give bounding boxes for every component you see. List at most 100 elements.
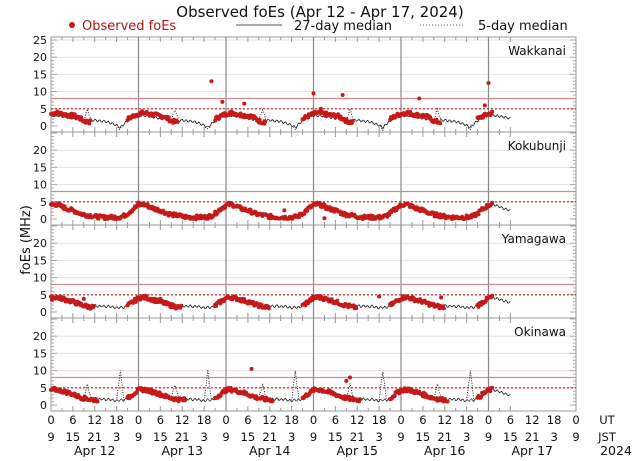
observed-point-outlier — [242, 101, 247, 106]
station-label: Wakkanai — [508, 44, 566, 58]
panel-wakkanai: 0 5 10 15 20 25 Wakkanai — [33, 34, 577, 133]
observed-point-outlier — [136, 200, 141, 205]
y-tick-label: 5 — [40, 289, 47, 302]
y-tick-label: 0 — [40, 306, 47, 319]
x-tick-label-jst: 3 — [288, 430, 295, 444]
observed-point — [91, 304, 96, 308]
date-label: Apr 17 — [511, 443, 553, 457]
observed-point — [490, 109, 495, 114]
x-tick-label-jst: 3 — [200, 430, 207, 444]
y-tick-label: 10 — [33, 272, 47, 285]
x-tick-label-ut: 0 — [397, 413, 404, 427]
x-tick-label-jst: 21 — [525, 430, 540, 444]
date-label: Apr 15 — [336, 443, 378, 457]
x-tick-label-jst: 21 — [262, 430, 277, 444]
y-tick-label: 20 — [33, 330, 47, 343]
legend-observed-marker — [69, 22, 75, 28]
x-tick-label-jst: 9 — [572, 430, 579, 444]
x-tick-label-jst: 9 — [485, 430, 492, 444]
x-tick-label-jst: 21 — [87, 430, 102, 444]
x-tick-label-jst: 15 — [416, 430, 431, 444]
observed-point-outlier — [249, 366, 254, 371]
x-tick-label-jst: 9 — [222, 430, 229, 444]
observed-point — [257, 117, 262, 122]
x-tick-label-ut: 6 — [507, 413, 514, 427]
observed-point-outlier — [347, 375, 352, 380]
x-tick-label-jst: 3 — [550, 430, 557, 444]
observed-point — [87, 121, 92, 126]
y-tick-label: 10 — [33, 86, 47, 99]
observed-point — [358, 397, 362, 402]
x-tick-label-jst: 3 — [463, 430, 470, 444]
x-tick-label-ut: 12 — [350, 413, 365, 427]
y-tick-label: 15 — [33, 347, 47, 360]
x-tick-label-ut: 6 — [157, 413, 164, 427]
observed-point — [270, 399, 275, 404]
date-label: Apr 12 — [74, 443, 116, 457]
observed-point — [88, 118, 93, 123]
y-tick-label: 0 — [40, 120, 47, 133]
date-label: Apr 16 — [424, 443, 466, 457]
observed-point — [179, 303, 184, 308]
observed-point — [476, 304, 481, 309]
observed-point — [306, 115, 310, 120]
observed-point-outlier — [81, 296, 86, 301]
year-label: 2024 — [600, 443, 632, 457]
observed-point — [134, 390, 139, 395]
observed-point — [322, 202, 327, 207]
x-tick-label-ut: 6 — [332, 413, 339, 427]
y-tick-label: 0 — [40, 213, 47, 226]
observed-point — [72, 391, 77, 396]
observed-point — [445, 399, 450, 404]
observed-point-outlier — [486, 81, 491, 85]
station-label: Okinawa — [514, 325, 566, 339]
x-tick-label-ut: 6 — [69, 413, 76, 427]
observed-point — [354, 306, 359, 311]
observed-point — [317, 200, 322, 205]
observed-point-outlier — [377, 294, 382, 299]
legend-27day-label: 27-day median — [294, 19, 392, 34]
observed-point-outlier — [417, 96, 422, 101]
x-tick-label-ut: 0 — [222, 413, 229, 427]
x-tick-label-ut: 0 — [310, 413, 317, 427]
observed-point — [305, 208, 310, 213]
x-tick-label-jst: 15 — [328, 430, 343, 444]
panel-yamagawa: 0 5 10 15 20 Yamagawa — [33, 224, 577, 319]
x-tick-label-jst: 3 — [113, 430, 120, 444]
y-tick-label: 20 — [33, 51, 47, 64]
x-tick-label-jst: 15 — [153, 430, 168, 444]
observed-point — [434, 211, 439, 216]
observed-point — [490, 293, 495, 298]
observed-point — [242, 297, 247, 301]
date-label: Apr 14 — [249, 443, 291, 457]
observed-point — [488, 389, 493, 394]
x-tick-label-ut: 18 — [109, 413, 124, 427]
observed-point-outlier — [344, 378, 349, 383]
observed-point — [175, 120, 180, 124]
observed-point-outlier — [340, 93, 345, 98]
y-axis-label: foEs (MHz) — [19, 205, 34, 275]
station-label: Yamagawa — [501, 232, 566, 246]
chart-title: Observed foEs (Apr 12 - Apr 17, 2024) — [176, 3, 463, 21]
x-tick-label-ut: 12 — [525, 413, 540, 427]
legend-observed-label: Observed foEs — [82, 19, 176, 34]
x-tick-label-ut: 18 — [459, 413, 474, 427]
observed-point — [350, 119, 355, 123]
x-tick-label-ut: 18 — [197, 413, 212, 427]
observed-point-outlier — [220, 99, 225, 104]
x-tick-label-ut: 12 — [175, 413, 190, 427]
observed-point — [248, 207, 253, 212]
y-tick-label: 15 — [33, 161, 47, 174]
observed-point — [68, 115, 73, 120]
observed-point — [266, 306, 271, 311]
ut-label: UT — [599, 413, 615, 427]
y-tick-label: 25 — [33, 34, 47, 47]
x-tick-label-jst: 9 — [397, 430, 404, 444]
x-tick-label-jst: 21 — [350, 430, 365, 444]
x-tick-label-jst: 21 — [175, 430, 190, 444]
station-label: Kokubunji — [508, 139, 566, 153]
x-tick-label-ut: 0 — [135, 413, 142, 427]
observed-point-outlier — [209, 79, 214, 84]
x-tick-label-jst: 15 — [241, 430, 256, 444]
y-tick-label: 5 — [40, 103, 47, 116]
